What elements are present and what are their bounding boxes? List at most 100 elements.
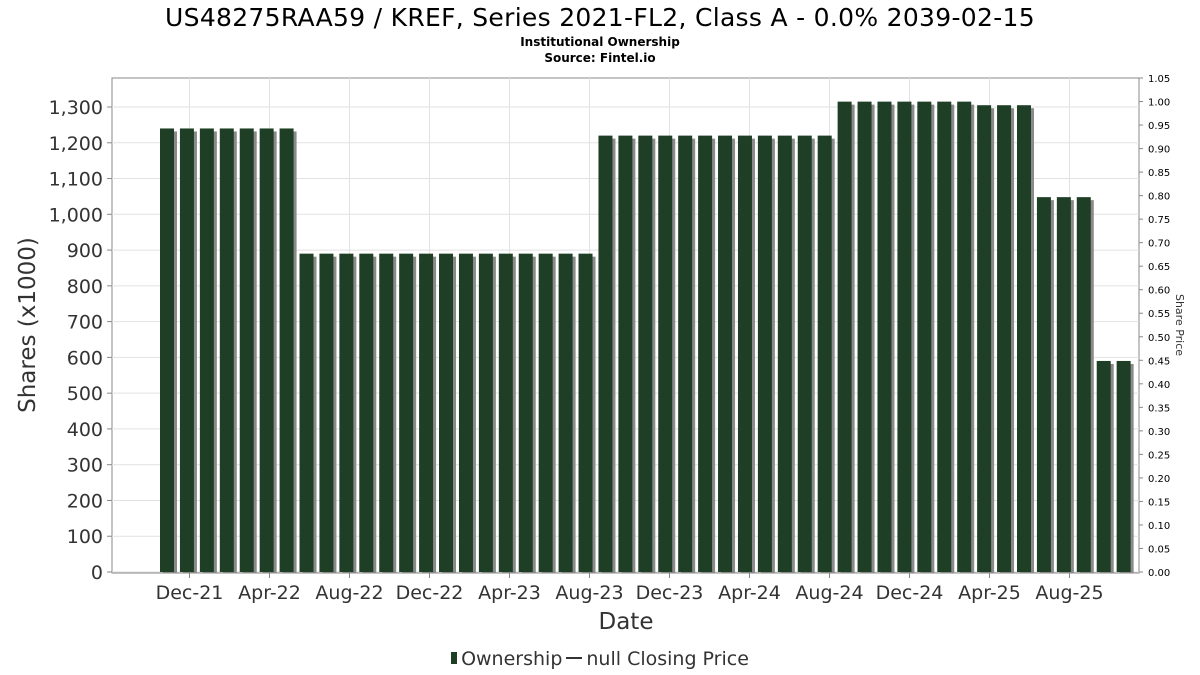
chart-subtitle: Institutional Ownership (520, 35, 680, 49)
x-tick-label: Apr-24 (718, 582, 781, 604)
y2-tick-label: 0.10 (1148, 521, 1170, 532)
ownership-bar (179, 128, 194, 572)
ownership-bar (757, 135, 772, 572)
ownership-bar (160, 128, 174, 572)
ownership-bar (1116, 360, 1131, 572)
chart-source: Source: Fintel.io (544, 51, 656, 65)
y2-tick-label: 0.65 (1148, 262, 1170, 273)
x-tick-label: Dec-22 (396, 582, 464, 604)
ownership-bar (718, 135, 733, 572)
y2-tick-label: 0.30 (1148, 427, 1170, 438)
y-tick-label: 800 (67, 276, 103, 298)
x-tick-label: Dec-24 (876, 582, 944, 604)
y2-tick-label: 0.05 (1148, 544, 1170, 555)
ownership-bar (558, 253, 573, 572)
x-tick-label: Aug-23 (555, 582, 623, 604)
y2-tick-label: 0.50 (1148, 333, 1170, 344)
x-tick-label: Aug-22 (315, 582, 383, 604)
ownership-bar (458, 253, 473, 572)
y2-axis-title: Share Price (1173, 294, 1186, 356)
ownership-bar (877, 101, 892, 572)
y2-tick-label: 0.60 (1148, 286, 1170, 297)
ownership-bar (419, 253, 434, 572)
y2-tick-label: 0.40 (1148, 380, 1170, 391)
x-tick-label: Aug-25 (1035, 582, 1103, 604)
ownership-bar (857, 101, 872, 572)
ownership-bar (239, 128, 254, 572)
y-tick-label: 200 (67, 490, 103, 512)
y2-tick-label: 0.25 (1148, 450, 1170, 461)
ownership-bar (817, 135, 832, 572)
ownership-bar (917, 101, 932, 572)
y-axis-title: Shares (x1000) (15, 237, 41, 413)
x-tick-label: Apr-22 (238, 582, 301, 604)
y-tick-label: 300 (67, 455, 103, 477)
y2-tick-label: 1.00 (1148, 98, 1170, 109)
ownership-bar (299, 253, 314, 572)
ownership-bar (678, 135, 693, 572)
ownership-bar (937, 101, 952, 572)
y-tick-label: 1,000 (49, 204, 103, 226)
legend-price-label: null Closing Price (586, 648, 749, 670)
ownership-bar (339, 253, 354, 572)
right-axis: 0.00 0.05 0.10 0.15 0.20 0.25 0.30 0.35 0.40 0.45… (1139, 74, 1170, 579)
y2-tick-label: 0.00 (1148, 568, 1170, 579)
ownership-bar (439, 253, 454, 572)
ownership-bar (199, 128, 214, 572)
ownership-bar (319, 253, 334, 572)
left-axis: 0 100 200 300 400 500 600 700 800 900 1,000 1,100 1,… (49, 97, 112, 584)
y-tick-label: 600 (67, 347, 103, 369)
x-axis-title: Date (599, 609, 654, 635)
x-tick-label: Aug-24 (795, 582, 863, 604)
ownership-bar (498, 253, 513, 572)
ownership-bar (638, 135, 653, 572)
price-legend-icon (566, 657, 583, 659)
y2-tick-label: 0.75 (1148, 215, 1170, 226)
ownership-bar (1076, 197, 1091, 572)
y-tick-label: 400 (67, 419, 103, 441)
y2-tick-label: 0.45 (1148, 356, 1170, 367)
legend-ownership-label: Ownership (461, 648, 563, 670)
ownership-bar (259, 128, 274, 572)
y2-tick-label: 1.05 (1148, 74, 1170, 85)
ownership-bar (977, 105, 992, 572)
ownership-bar (1036, 197, 1051, 572)
ownership-chart: 0 100 200 300 400 500 600 700 800 900 1,000 1,100 1,… (15, 74, 1186, 635)
x-tick-label: Dec-21 (156, 582, 224, 604)
ownership-bar (997, 105, 1012, 572)
y-tick-label: 1,200 (49, 133, 103, 155)
y2-tick-label: 0.55 (1148, 309, 1170, 320)
ownership-bar (837, 101, 852, 572)
legend: Ownership null Closing Price (0, 647, 1200, 671)
ownership-bar (1016, 105, 1031, 572)
y-tick-label: 1,300 (49, 97, 103, 119)
y2-tick-label: 0.85 (1148, 168, 1170, 179)
ownership-bar (618, 135, 633, 572)
y2-tick-label: 0.95 (1148, 121, 1170, 132)
ownership-bar (399, 253, 414, 572)
x-tick-label: Apr-25 (958, 582, 1021, 604)
y-tick-label: 0 (91, 562, 103, 584)
ownership-bar (737, 135, 752, 572)
y2-tick-label: 0.80 (1148, 192, 1170, 203)
y-tick-label: 100 (67, 526, 103, 548)
ownership-bar (219, 128, 234, 572)
ownership-bar (957, 101, 972, 572)
x-tick-label: Apr-23 (478, 582, 541, 604)
y2-tick-label: 0.70 (1148, 239, 1170, 250)
ownership-bar (359, 253, 374, 572)
ownership-bar (1056, 197, 1071, 572)
ownership-bar (578, 253, 593, 572)
y-tick-label: 900 (67, 240, 103, 262)
x-tick-label: Dec-23 (636, 582, 704, 604)
ownership-bar (379, 253, 394, 572)
x-axis: Dec-21 Apr-22 Aug-22 Dec-22 Apr-23 Aug-23 Dec-… (156, 573, 1104, 604)
ownership-bar (777, 135, 792, 572)
ownership-bar (897, 101, 912, 572)
y-tick-label: 1,100 (49, 169, 103, 191)
ownership-bar (518, 253, 533, 572)
bars (160, 101, 1134, 573)
y2-tick-label: 0.90 (1148, 145, 1170, 156)
chart-title: US48275RAA59 / KREF, Series 2021-FL2, Cl… (165, 3, 1035, 32)
ownership-legend-icon (451, 652, 458, 664)
